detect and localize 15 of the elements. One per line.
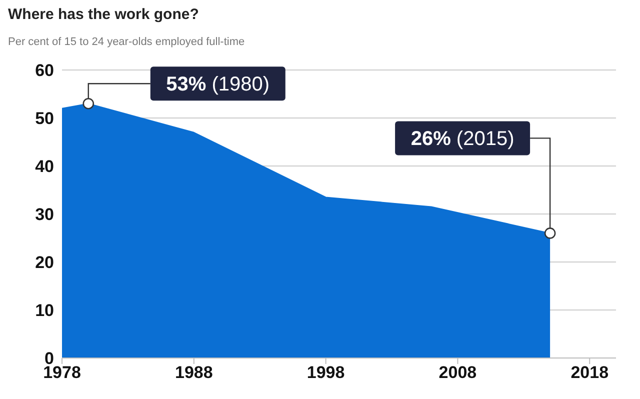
y-tick-label: 20 — [35, 253, 54, 272]
x-tick-label: 1988 — [174, 363, 213, 382]
annotation: 53% (1980) — [166, 74, 270, 96]
x-tick-label: 1998 — [306, 363, 345, 382]
x-tick-label: 1978 — [43, 363, 81, 382]
y-tick-label: 10 — [35, 301, 54, 320]
x-tick-label: 2018 — [570, 363, 609, 382]
y-tick-label: 60 — [35, 61, 54, 80]
annotation: 26% (2015) — [410, 128, 514, 150]
chart-title: Where has the work gone? — [8, 6, 199, 23]
y-tick-label: 30 — [35, 205, 54, 224]
y-tick-label: 40 — [35, 157, 54, 176]
y-tick-label: 50 — [35, 109, 54, 128]
x-tick-label: 2008 — [438, 363, 477, 382]
chart-subtitle: Per cent of 15 to 24 year-olds employed full-time — [8, 36, 245, 48]
